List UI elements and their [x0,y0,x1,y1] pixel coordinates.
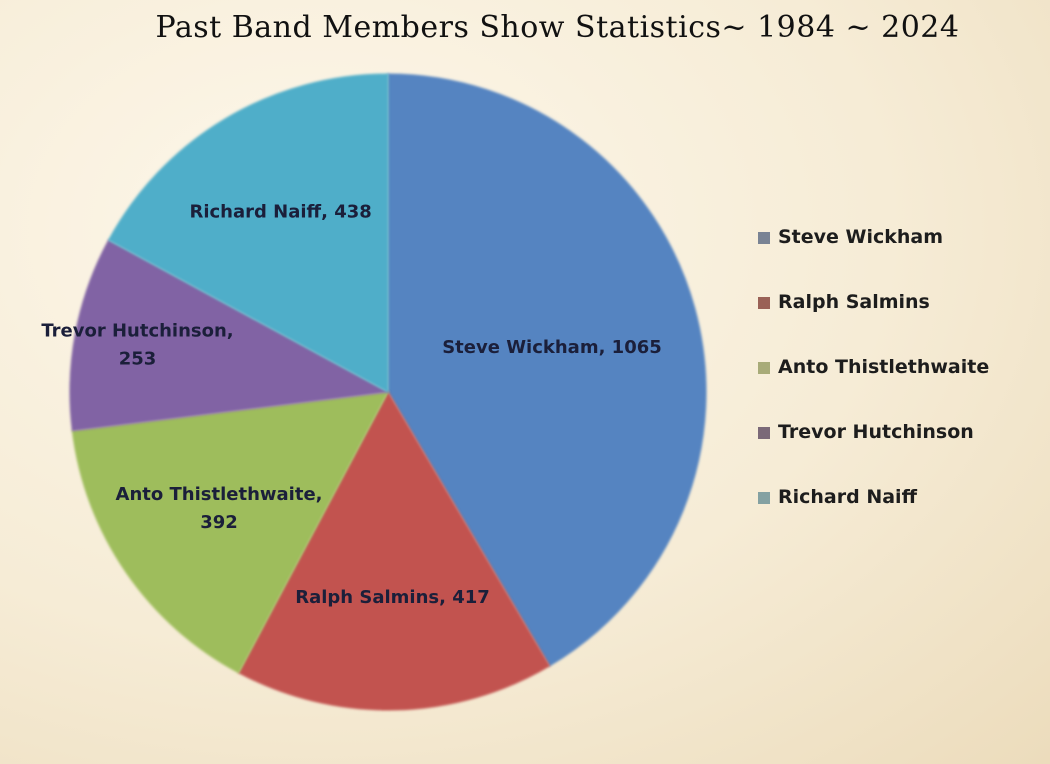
legend-swatch [758,297,770,309]
legend-swatch [758,362,770,374]
pie-slice-trevor-hutchinson [69,239,390,432]
pie-slice-ralph-salmins [238,390,551,711]
legend-item: Anto Thistlethwaite [758,356,989,421]
legend-label: Trevor Hutchinson [778,421,974,443]
legend-item: Ralph Salmins [758,291,989,356]
slice-data-label: Ralph Salmins, 417 [295,587,490,608]
legend-item: Trevor Hutchinson [758,421,989,486]
pie-slice-richard-naiff [107,73,389,393]
slice-data-label: Trevor Hutchinson, 253 [41,320,233,369]
pie-slice-steve-wickham [387,73,707,667]
pie-slice-anto-thistlethwaite [71,391,389,674]
chart-legend: Steve Wickham Ralph Salmins Anto Thistleth… [758,226,989,551]
slice-data-label: Steve Wickham, 1065 [442,337,662,358]
legend-label: Steve Wickham [778,226,944,248]
legend-label: Anto Thistlethwaite [778,356,990,378]
slice-data-label: Anto Thistlethwaite, 392 [116,484,323,533]
legend-swatch [758,492,770,504]
chart-title: Past Band Members Show Statistics~ 1984 … [155,10,960,45]
legend-swatch [758,427,770,439]
slice-data-label: Richard Naiff, 438 [189,202,371,223]
legend-label: Ralph Salmins [778,291,930,313]
legend-item: Richard Naiff [758,486,989,551]
legend-label: Richard Naiff [778,486,917,508]
legend-item: Steve Wickham [758,226,989,291]
legend-swatch [758,232,770,244]
